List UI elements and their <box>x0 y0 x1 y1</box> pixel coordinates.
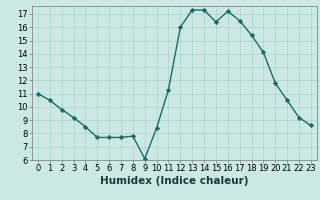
X-axis label: Humidex (Indice chaleur): Humidex (Indice chaleur) <box>100 176 249 186</box>
